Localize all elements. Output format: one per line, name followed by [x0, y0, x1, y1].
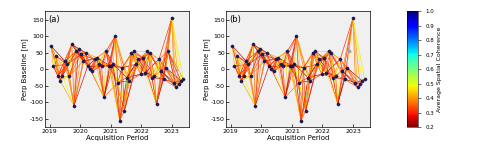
Y-axis label: Perp Baseline [m]: Perp Baseline [m]	[22, 38, 29, 100]
Text: (b): (b)	[229, 15, 241, 24]
Y-axis label: Average Spatial Coherence: Average Spatial Coherence	[436, 27, 442, 112]
Text: (a): (a)	[48, 15, 60, 24]
X-axis label: Acquisition Period: Acquisition Period	[86, 135, 148, 141]
X-axis label: Acquisition Period: Acquisition Period	[267, 135, 329, 141]
Y-axis label: Perp Baseline [m]: Perp Baseline [m]	[203, 38, 209, 100]
